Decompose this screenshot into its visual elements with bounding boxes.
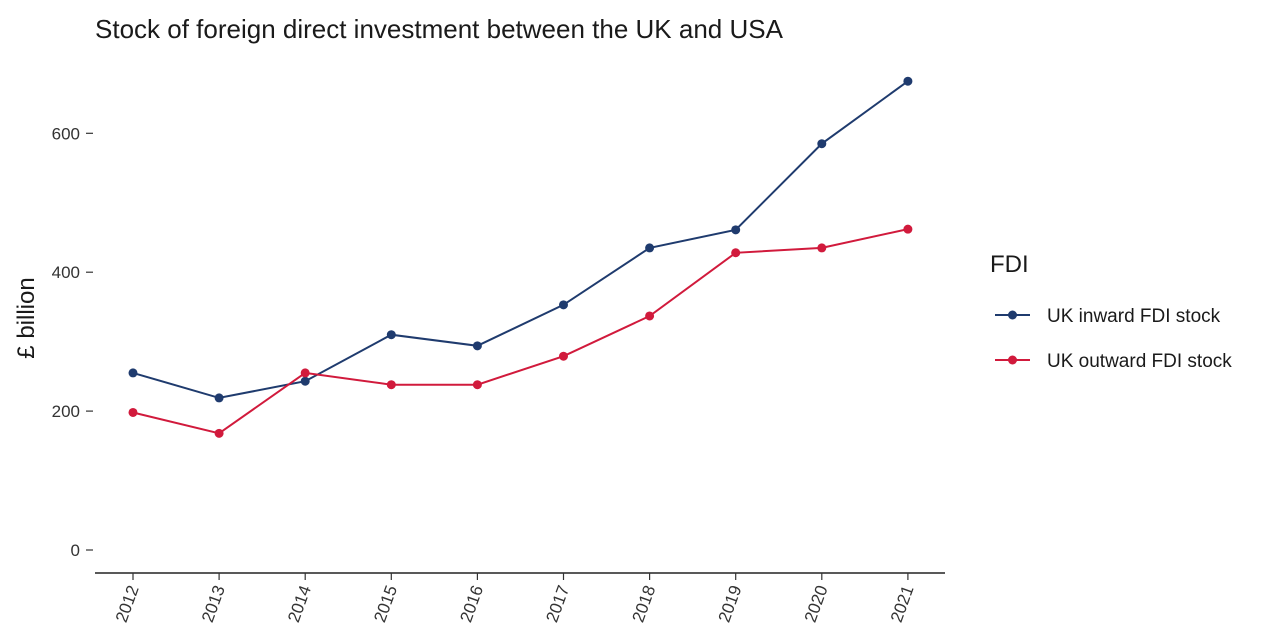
legend-label: UK outward FDI stock [1047, 351, 1232, 372]
x-tick-label: 2016 [456, 583, 487, 625]
data-point [472, 341, 482, 351]
data-point [645, 311, 655, 321]
data-point [128, 407, 138, 417]
x-tick-label: 2018 [629, 583, 660, 625]
x-axis-ticks: 2012 2013 2014 2015 2016 2017 2018 2019 2020 2021 [112, 573, 918, 625]
data-point [214, 393, 224, 403]
data-point [386, 330, 396, 340]
x-tick-label: 2015 [370, 583, 401, 625]
x-tick-label: 2021 [887, 583, 918, 625]
x-tick-label: 2020 [801, 583, 832, 625]
data-point [817, 243, 827, 253]
y-axis-ticks: 0 200 400 600 [52, 124, 93, 560]
data-point [214, 428, 224, 438]
legend-key-point [1008, 310, 1017, 320]
data-point [817, 139, 827, 149]
data-point [903, 76, 913, 86]
x-tick-label: 2014 [284, 583, 315, 625]
y-tick-label: 400 [52, 263, 80, 282]
series-layer [128, 76, 913, 438]
data-point [731, 225, 741, 235]
y-axis-title: £ billion [13, 277, 40, 358]
series-line-1 [132, 228, 909, 435]
y-tick-label: 600 [52, 124, 80, 143]
data-point [559, 351, 568, 361]
x-tick-label: 2019 [715, 583, 746, 625]
data-point [903, 224, 913, 234]
data-point [645, 243, 655, 253]
legend-title: FDI [990, 251, 1029, 278]
data-point [386, 380, 396, 390]
data-point [300, 368, 310, 378]
x-tick-label: 2017 [542, 583, 573, 625]
y-tick-label: 200 [52, 402, 80, 421]
legend: UK inward FDI stock UK outward FDI stock [995, 306, 1232, 372]
chart-title: Stock of foreign direct investment betwe… [95, 14, 784, 44]
y-tick-label: 0 [71, 541, 80, 560]
data-point [559, 300, 568, 310]
data-point [300, 376, 310, 386]
data-point [472, 380, 482, 390]
x-tick-label: 2013 [198, 583, 229, 625]
legend-label: UK inward FDI stock [1047, 306, 1221, 327]
data-point [128, 368, 138, 378]
data-point [731, 248, 741, 258]
series-line-0 [132, 80, 909, 399]
legend-key-point [1008, 355, 1017, 365]
x-tick-label: 2012 [112, 583, 143, 625]
